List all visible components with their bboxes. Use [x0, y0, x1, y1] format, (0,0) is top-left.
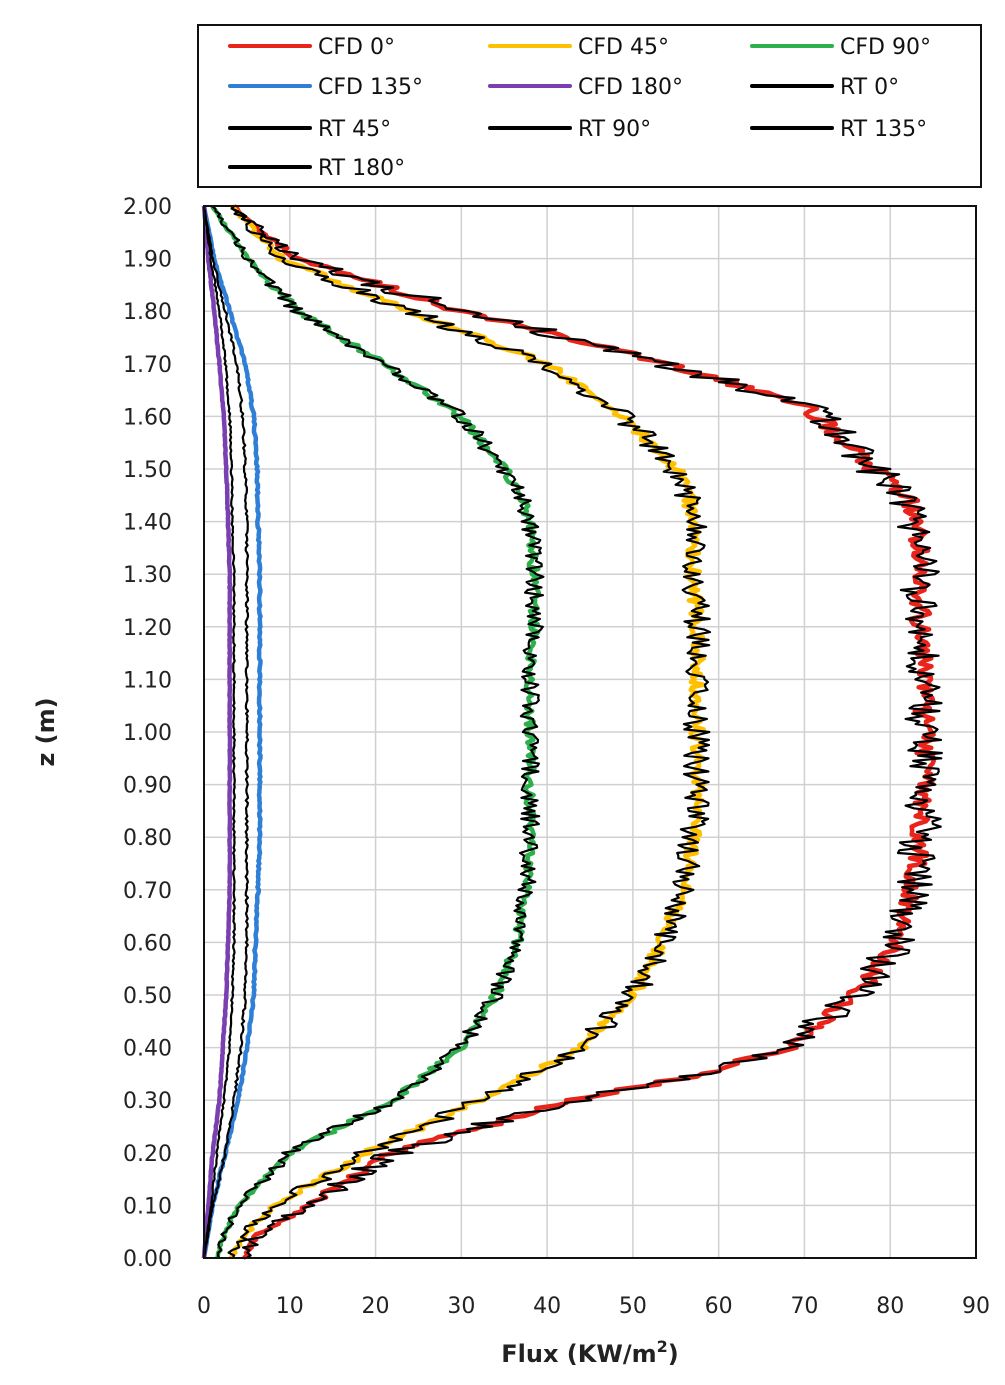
x-tick-label: 60 — [705, 1294, 733, 1319]
x-tick-label: 10 — [276, 1294, 304, 1319]
legend-label: CFD 45° — [578, 35, 669, 60]
series-line-rt-135- — [203, 205, 250, 1259]
legend-label: CFD 90° — [840, 35, 931, 60]
series-line-cfd-180- — [201, 205, 233, 1259]
y-tick-label: 0.40 — [123, 1037, 172, 1062]
x-axis-title-end: ) — [668, 1340, 679, 1368]
legend-label: RT 180° — [318, 156, 405, 181]
y-tick-label: 2.00 — [123, 195, 172, 220]
legend-label: CFD 135° — [318, 75, 423, 100]
y-tick-labels: 0.00 0.10 0.20 0.30 0.40 0.50 0.60 0.70 0.80 0.90… — [123, 195, 172, 1272]
y-tick-label: 0.80 — [123, 826, 172, 851]
x-axis-title-superscript: 2 — [657, 1337, 668, 1356]
legend-label: RT 135° — [840, 117, 927, 142]
y-tick-label: 1.60 — [123, 405, 172, 430]
x-tick-label: 20 — [362, 1294, 390, 1319]
y-tick-label: 1.90 — [123, 248, 172, 273]
plot-frame — [203, 205, 977, 1259]
x-tick-labels: 0 10 20 30 40 50 60 70 80 90 — [197, 1294, 990, 1319]
x-tick-label: 0 — [197, 1294, 211, 1319]
series-layer — [201, 204, 943, 1260]
y-tick-label: 0.20 — [123, 1142, 172, 1167]
y-tick-label: 1.10 — [123, 668, 172, 693]
legend-label: CFD 180° — [578, 75, 683, 100]
legend-label: RT 90° — [578, 117, 651, 142]
x-tick-label: 80 — [876, 1294, 904, 1319]
x-tick-label: 30 — [447, 1294, 475, 1319]
y-tick-label: 1.40 — [123, 511, 172, 536]
y-tick-label: 0.90 — [123, 774, 172, 799]
y-tick-label: 1.80 — [123, 300, 172, 325]
y-tick-label: 1.70 — [123, 353, 172, 378]
y-tick-label: 1.50 — [123, 458, 172, 483]
y-tick-label: 0.70 — [123, 879, 172, 904]
series-line-rt-90- — [211, 205, 545, 1259]
y-tick-label: 0.10 — [123, 1194, 172, 1219]
y-axis-title: z (m) — [32, 697, 60, 766]
series-line-rt-45- — [227, 205, 712, 1259]
legend: CFD 0° CFD 45° CFD 90° CFD 135° CFD 180° RT 0… — [197, 24, 982, 188]
x-tick-label: 40 — [533, 1294, 561, 1319]
legend-label: CFD 0° — [318, 35, 395, 60]
y-tick-label: 0.00 — [123, 1247, 172, 1272]
y-tick-label: 1.30 — [123, 563, 172, 588]
legend-frame — [197, 24, 982, 188]
legend-label: RT 45° — [318, 117, 391, 142]
y-tick-label: 0.50 — [123, 984, 172, 1009]
x-axis-title-main: Flux (KW/m — [501, 1340, 656, 1368]
y-tick-label: 1.00 — [123, 721, 172, 746]
y-tick-label: 0.30 — [123, 1089, 172, 1114]
x-tick-label: 70 — [790, 1294, 818, 1319]
x-tick-label: 90 — [962, 1294, 990, 1319]
y-tick-label: 1.20 — [123, 616, 172, 641]
plot-area — [201, 204, 977, 1260]
series-line-rt-180- — [202, 205, 236, 1259]
y-tick-label: 0.60 — [123, 931, 172, 956]
legend-label: RT 0° — [840, 75, 899, 100]
series-line-cfd-135- — [201, 205, 263, 1259]
series-line-rt-0- — [231, 205, 943, 1259]
x-tick-label: 50 — [619, 1294, 647, 1319]
x-axis-title: Flux (KW/m2) — [501, 1337, 678, 1368]
